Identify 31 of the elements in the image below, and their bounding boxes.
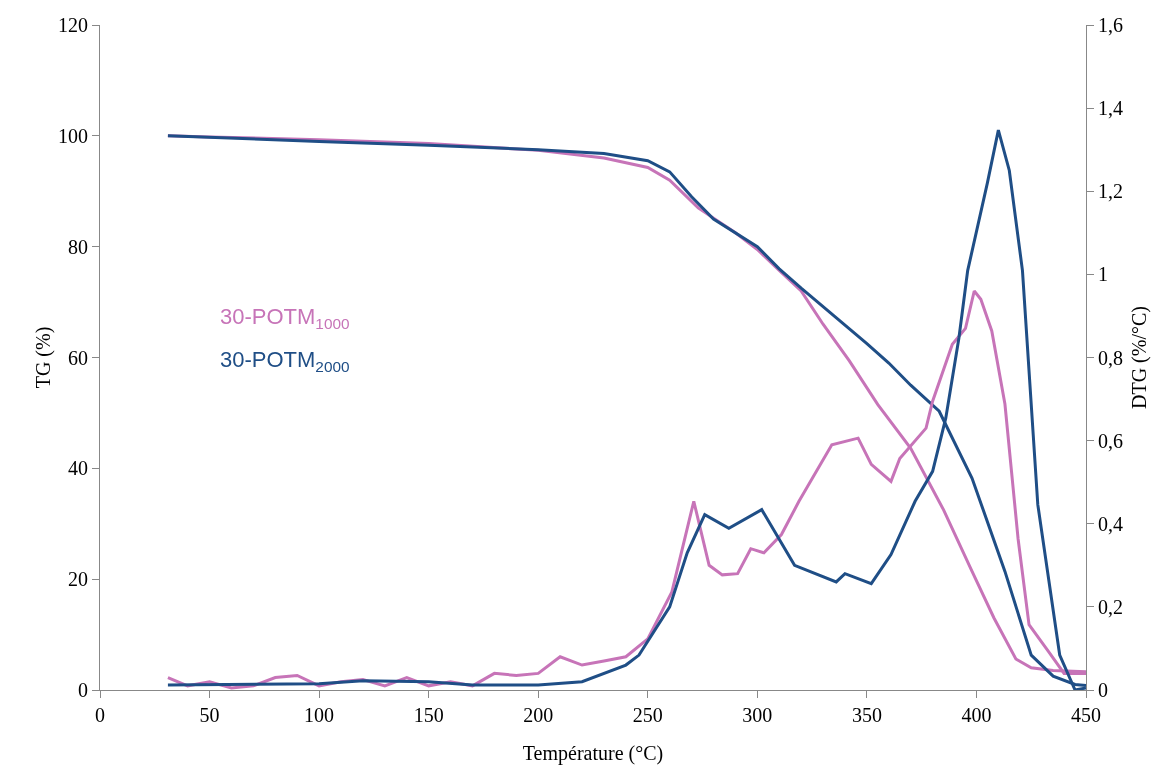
y2-tick-label: 0,2 bbox=[1098, 595, 1123, 618]
y-tick-label: 20 bbox=[68, 568, 88, 591]
text: 30-POTM$_{2000}$ bbox=[220, 347, 350, 375]
y2-tick-label: 1,4 bbox=[1098, 97, 1123, 120]
y2-axis-title: DTG (%/°C) bbox=[1128, 306, 1151, 409]
x-tick-label: 250 bbox=[632, 704, 663, 726]
y-tick-label: 60 bbox=[68, 346, 88, 369]
y-tick-label: 40 bbox=[68, 457, 88, 480]
y2-tick-label: 0 bbox=[1098, 679, 1108, 701]
x-tick-label: 400 bbox=[961, 704, 992, 726]
x-tick-label: 0 bbox=[95, 704, 105, 726]
x-tick-label: 300 bbox=[742, 704, 773, 726]
x-tick-label: 50 bbox=[199, 704, 220, 726]
y-tick-label: 80 bbox=[68, 235, 88, 258]
x-axis-title: Température (°C) bbox=[522, 742, 664, 765]
x-tick-label: 100 bbox=[304, 704, 335, 726]
y-axis-title: TG (%) bbox=[32, 326, 55, 389]
y2-tick-label: 0,4 bbox=[1098, 512, 1123, 535]
y2-tick-label: 1,6 bbox=[1098, 14, 1123, 36]
x-tick-label: 350 bbox=[851, 704, 882, 726]
text: 30-POTM$_{1000}$ bbox=[220, 304, 350, 332]
x-tick-label: 200 bbox=[523, 704, 554, 726]
x-tick-label: 150 bbox=[413, 704, 444, 726]
y2-tick-label: 0,6 bbox=[1098, 429, 1123, 452]
y2-tick-label: 1,2 bbox=[1098, 180, 1123, 203]
y2-tick-label: 0,8 bbox=[1098, 346, 1123, 369]
y-tick-label: 0 bbox=[78, 679, 88, 701]
x-tick-label: 450 bbox=[1071, 704, 1101, 726]
y-tick-label: 120 bbox=[58, 14, 88, 36]
y-tick-label: 100 bbox=[58, 124, 88, 147]
y2-tick-label: 1 bbox=[1098, 263, 1108, 286]
